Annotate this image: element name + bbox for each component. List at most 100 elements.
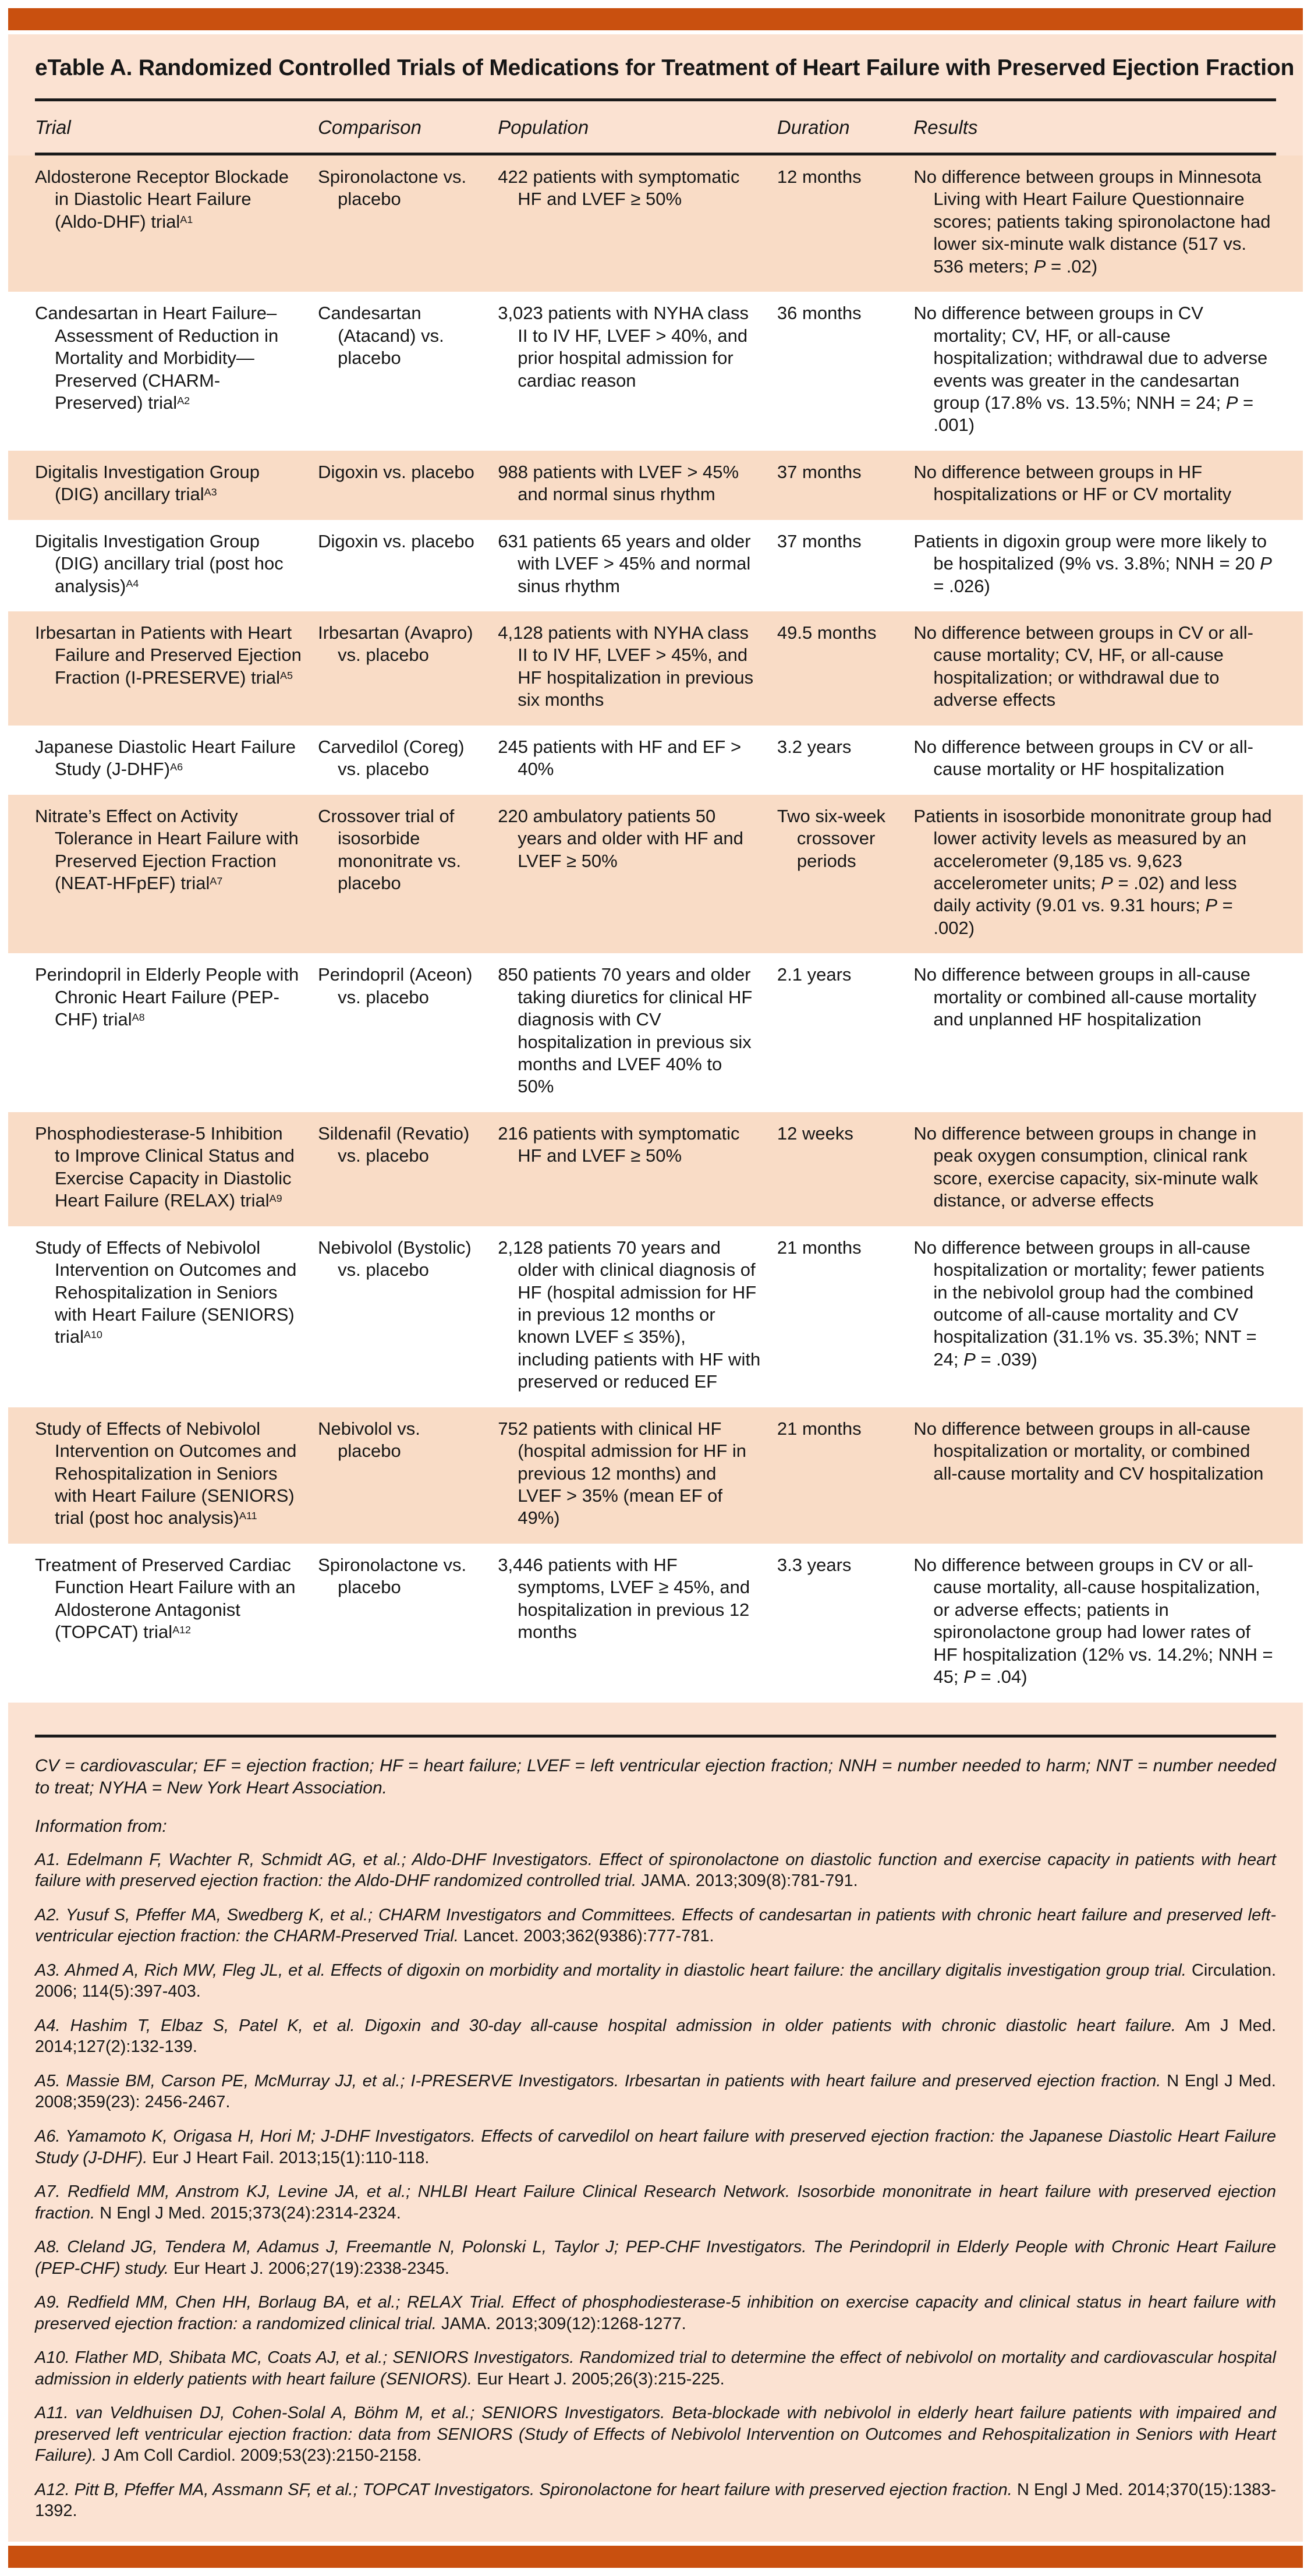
cell-results: Patients in digoxin group were more like… xyxy=(913,530,1272,596)
trial-name: Nitrate’s Effect on Activity Tolerance i… xyxy=(35,805,299,893)
cell-trial: Digitalis Investigation Group (DIG) anci… xyxy=(35,530,318,597)
table-body: Aldosterone Receptor Blockade in Diastol… xyxy=(8,155,1303,1703)
reference-citation: Eur Heart J. 2005;26(3):215-225. xyxy=(477,2369,725,2389)
trial-reference-superscript: A3 xyxy=(204,486,217,498)
reference-item: A2. Yusuf S, Pfeffer MA, Swedberg K, et … xyxy=(35,1905,1276,1947)
reference-item: A6. Yamamoto K, Origasa H, Hori M; J-DHF… xyxy=(35,2126,1276,2168)
cell-population: 422 patients with symptomatic HF and LVE… xyxy=(498,167,740,210)
cell-trial: Perindopril in Elderly People with Chron… xyxy=(35,964,318,1098)
cell-results: No difference between groups in CV morta… xyxy=(913,303,1268,436)
trial-reference-superscript: A7 xyxy=(210,875,223,887)
trial-name: Irbesartan in Patients with Heart Failur… xyxy=(35,622,302,688)
cell-population: 3,023 patients with NYHA class II to IV … xyxy=(498,303,749,391)
cell-trial: Digitalis Investigation Group (DIG) anci… xyxy=(35,461,318,506)
cell-population: 988 patients with LVEF > 45% and normal … xyxy=(498,461,739,505)
cell-results: No difference between groups in CV or al… xyxy=(913,1554,1273,1687)
trial-reference-superscript: A8 xyxy=(132,1011,145,1024)
column-header-population: Population xyxy=(498,116,589,138)
cell-comparison: Crossover trial of isosorbide mononitrat… xyxy=(318,805,462,893)
cell-population: 220 ambulatory patients 50 years and old… xyxy=(498,805,743,871)
cell-duration: Two six-week crossover periods xyxy=(777,805,885,871)
trial-name: Aldosterone Receptor Blockade in Diastol… xyxy=(35,167,289,232)
cell-trial: Nitrate’s Effect on Activity Tolerance i… xyxy=(35,805,318,940)
cell-results: No difference between groups in HF hospi… xyxy=(913,461,1232,505)
reference-item: A8. Cleland JG, Tendera M, Adamus J, Fre… xyxy=(35,2237,1276,2279)
table-row: Aldosterone Receptor Blockade in Diastol… xyxy=(8,155,1303,292)
trial-reference-superscript: A5 xyxy=(280,669,293,681)
bottom-accent-bar xyxy=(8,2545,1303,2568)
cell-duration: 36 months xyxy=(777,303,862,324)
cell-comparison: Carvedilol (Coreg) vs. placebo xyxy=(318,736,465,780)
cell-comparison: Nebivolol (Bystolic) vs. placebo xyxy=(318,1237,472,1280)
cell-comparison: Perindopril (Aceon) vs. placebo xyxy=(318,964,473,1007)
column-header-comparison: Comparison xyxy=(318,116,422,138)
cell-comparison: Spironolactone vs. placebo xyxy=(318,1554,467,1598)
table-row: Japanese Diastolic Heart Failure Study (… xyxy=(8,725,1303,795)
cell-results: No difference between groups in CV or al… xyxy=(913,622,1254,710)
table-row: Digitalis Investigation Group (DIG) anci… xyxy=(8,519,1303,611)
rule-above-footnote xyxy=(35,1734,1276,1738)
reference-item: A7. Redfield MM, Anstrom KJ, Levine JA, … xyxy=(35,2181,1276,2224)
cell-population: 216 patients with symptomatic HF and LVE… xyxy=(498,1123,740,1166)
cell-results: No difference between groups in all-caus… xyxy=(913,1418,1264,1484)
trial-name: Perindopril in Elderly People with Chron… xyxy=(35,964,299,1030)
table-row: Study of Effects of Nebivolol Interventi… xyxy=(8,1226,1303,1407)
cell-population: 4,128 patients with NYHA class II to IV … xyxy=(498,622,754,710)
trial-reference-superscript: A11 xyxy=(239,1510,257,1522)
reference-citation: Eur J Heart Fail. 2013;15(1):110-118. xyxy=(152,2148,430,2167)
table-row: Perindopril in Elderly People with Chron… xyxy=(8,953,1303,1112)
title-band: eTable A. Randomized Controlled Trials o… xyxy=(8,34,1303,98)
top-accent-bar xyxy=(8,8,1303,30)
table-row: Treatment of Preserved Cardiac Function … xyxy=(8,1543,1303,1703)
reference-citation: JAMA. 2013;309(8):781-791. xyxy=(641,1871,858,1891)
trial-reference-superscript: A9 xyxy=(269,1193,282,1205)
cell-population: 2,128 patients 70 years and older with c… xyxy=(498,1237,761,1392)
reference-citation: Am J Med. 2014;127(2):132-139. xyxy=(35,2016,1277,2057)
table-row: Nitrate’s Effect on Activity Tolerance i… xyxy=(8,794,1303,954)
cell-results: No difference between groups in Minnesot… xyxy=(913,167,1271,277)
cell-population: 3,446 patients with HF symptoms, LVEF ≥ … xyxy=(498,1554,750,1643)
cell-comparison: Sildenafil (Revatio) vs. placebo xyxy=(318,1123,470,1166)
cell-duration: 21 months xyxy=(777,1237,862,1258)
reference-text: A6. Yamamoto K, Origasa H, Hori M; J-DHF… xyxy=(35,2127,1276,2167)
abbreviations-note: CV = cardiovascular; EF = ejection fract… xyxy=(35,1756,1276,1797)
column-headers: Trial Comparison Population Duration Res… xyxy=(8,101,1303,153)
trial-reference-superscript: A10 xyxy=(83,1329,102,1341)
trial-reference-superscript: A12 xyxy=(172,1624,192,1636)
header-band: Trial Comparison Population Duration Res… xyxy=(8,98,1303,155)
cell-trial: Study of Effects of Nebivolol Interventi… xyxy=(35,1418,318,1530)
cell-comparison: Nebivolol vs. placebo xyxy=(318,1418,420,1462)
footer: CV = cardiovascular; EF = ejection fract… xyxy=(8,1702,1303,2542)
reference-text: A4. Hashim T, Elbaz S, Patel K, et al. D… xyxy=(35,2016,1176,2035)
cell-comparison: Spironolactone vs. placebo xyxy=(318,167,467,210)
cell-population: 631 patients 65 years and older with LVE… xyxy=(498,530,751,596)
cell-comparison: Digoxin vs. placebo xyxy=(318,461,474,482)
table-title: eTable A. Randomized Controlled Trials o… xyxy=(35,55,1295,80)
column-header-duration: Duration xyxy=(777,116,850,138)
reference-item: A12. Pitt B, Pfeffer MA, Assmann SF, et … xyxy=(35,2479,1276,2522)
rule-below-headers xyxy=(35,153,1276,155)
trial-name: Study of Effects of Nebivolol Interventi… xyxy=(35,1418,297,1528)
cell-duration: 49.5 months xyxy=(777,622,877,643)
cell-comparison: Irbesartan (Avapro) vs. placebo xyxy=(318,622,473,666)
cell-trial: Phosphodiesterase-5 Inhibition to Improv… xyxy=(35,1123,318,1212)
reference-citation: Lancet. 2003;362(9386):777-781. xyxy=(463,1927,714,1946)
trial-reference-superscript: A2 xyxy=(177,394,190,406)
reference-text: A1. Edelmann F, Wachter R, Schmidt AG, e… xyxy=(35,1850,1276,1891)
cell-trial: Irbesartan in Patients with Heart Failur… xyxy=(35,622,318,712)
trial-reference-superscript: A6 xyxy=(170,761,183,773)
cell-trial: Treatment of Preserved Cardiac Function … xyxy=(35,1554,318,1689)
reference-text: A5. Massie BM, Carson PE, McMurray JJ, e… xyxy=(35,2071,1161,2090)
cell-results: Patients in isosorbide mononitrate group… xyxy=(913,805,1272,938)
column-header-trial: Trial xyxy=(35,116,71,138)
reference-citation: JAMA. 2013;309(12):1268-1277. xyxy=(441,2314,686,2333)
table-row: Candesartan in Heart Failure–Assessment … xyxy=(8,292,1303,451)
trial-reference-superscript: A1 xyxy=(180,213,193,225)
cell-results: No difference between groups in all-caus… xyxy=(913,964,1257,1030)
reference-text: A7. Redfield MM, Anstrom KJ, Levine JA, … xyxy=(35,2182,1276,2223)
reference-item: A10. Flather MD, Shibata MC, Coats AJ, e… xyxy=(35,2347,1276,2390)
cell-comparison: Candesartan (Atacand) vs. placebo xyxy=(318,303,444,369)
cell-population: 245 patients with HF and EF > 40% xyxy=(498,736,742,780)
cell-duration: 37 months xyxy=(777,461,862,482)
